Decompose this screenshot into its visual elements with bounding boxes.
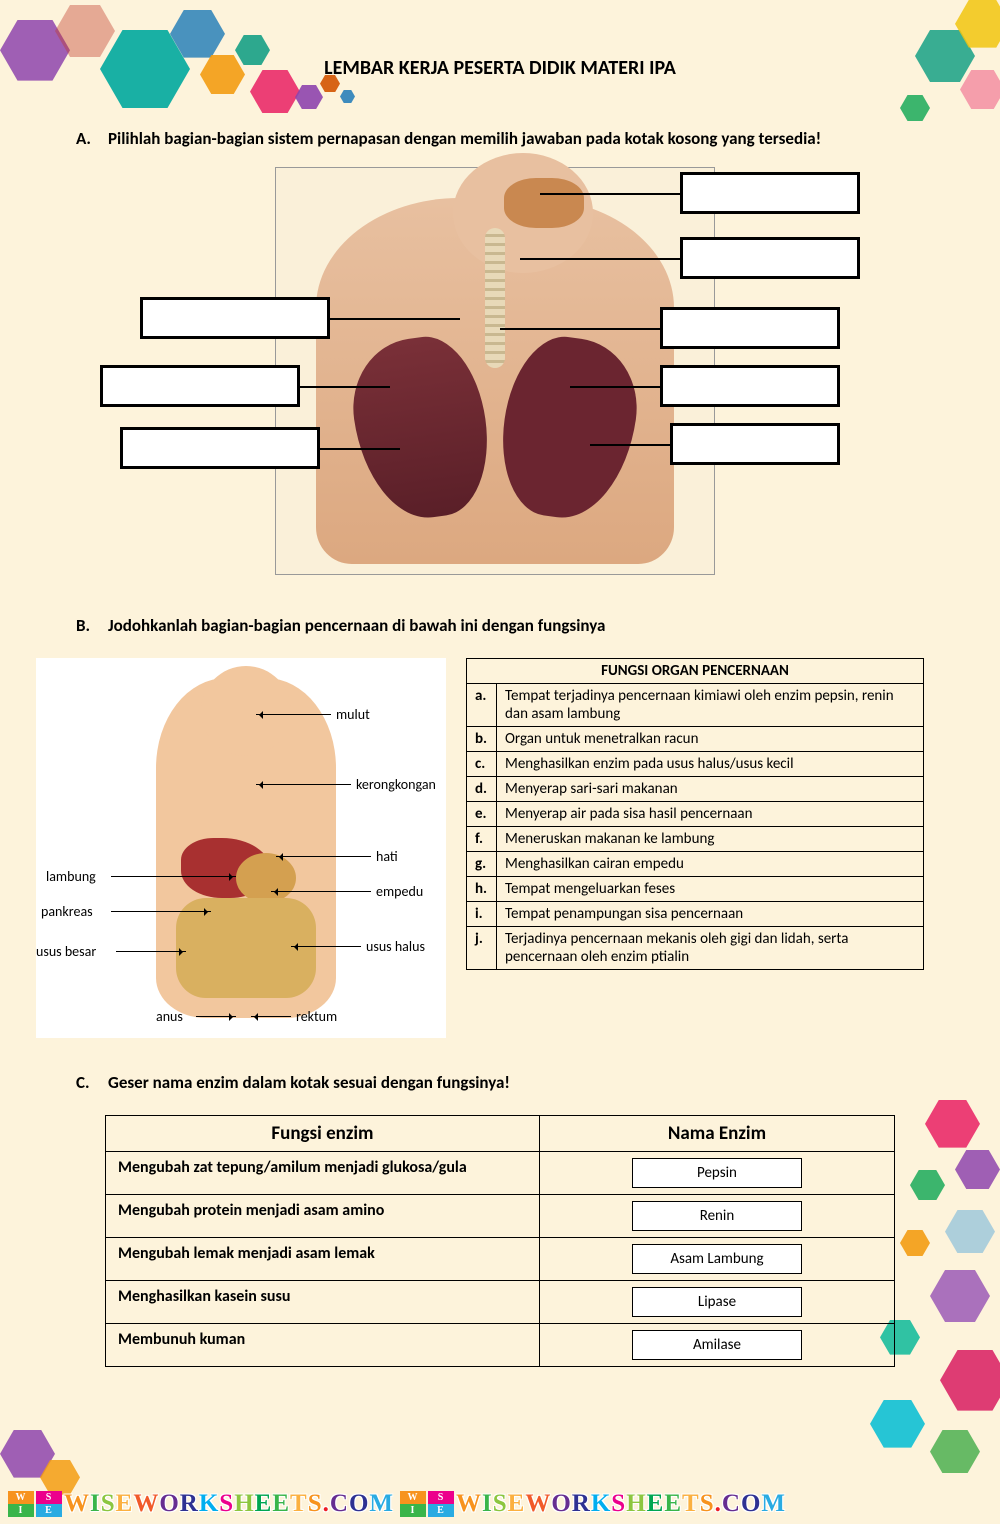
section-b-heading: B. Jodohkanlah bagian-bagian pencernaan … [76,615,924,636]
func-text: Organ untuk menetralkan racun [497,727,924,752]
enzyme-func: Mengubah protein menjadi asam amino [106,1195,540,1238]
func-text: Menyerap sari-sari makanan [497,777,924,802]
watermark: WISEWISEWORKSHEETS.COMWISEWISEWORKSHEETS… [0,1490,1000,1518]
label-empedu: empedu [376,883,423,900]
section-a-letter: A. [76,128,98,149]
enzyme-col-func: Fungsi enzim [106,1116,540,1152]
label-kerongkongan: kerongkongan [356,776,436,793]
section-c-letter: C. [76,1072,98,1093]
func-letter: d. [467,777,497,802]
enzyme-func: Mengubah lemak menjadi asam lemak [106,1238,540,1281]
respiratory-diagram [140,167,860,575]
enzyme-chip[interactable]: Renin [632,1201,802,1231]
func-text: Menghasilkan enzim pada usus halus/usus … [497,752,924,777]
func-letter: f. [467,827,497,852]
answer-box[interactable] [100,365,300,407]
enzyme-func: Membunuh kuman [106,1324,540,1367]
answer-box[interactable] [660,365,840,407]
label-anus: anus [156,1008,183,1025]
label-usus-halus: usus halus [366,938,425,955]
label-rektum: rektum [296,1008,337,1025]
func-text: Meneruskan makanan ke lambung [497,827,924,852]
function-table: FUNGSI ORGAN PENCERNAAN a.Tempat terjadi… [466,658,924,970]
func-letter: e. [467,802,497,827]
enzyme-func: Menghasilkan kasein susu [106,1281,540,1324]
label-usus-besar: usus besar [36,943,96,960]
func-text: Terjadinya pencernaan mekanis oleh gigi … [497,927,924,970]
enzyme-table: Fungsi enzim Nama Enzim Mengubah zat tep… [105,1115,895,1367]
section-c-heading: C. Geser nama enzim dalam kotak sesuai d… [76,1072,924,1093]
section-c-text: Geser nama enzim dalam kotak sesuai deng… [108,1072,510,1093]
func-text: Menyerap air pada sisa hasil pencernaan [497,802,924,827]
func-text: Tempat mengeluarkan feses [497,877,924,902]
func-table-header: FUNGSI ORGAN PENCERNAAN [467,659,924,684]
section-b-text: Jodohkanlah bagian-bagian pencernaan di … [108,615,924,636]
section-b-letter: B. [76,615,98,636]
func-text: Tempat penampungan sisa pencernaan [497,902,924,927]
enzyme-func: Mengubah zat tepung/amilum menjadi gluko… [106,1152,540,1195]
func-letter: a. [467,684,497,727]
func-letter: i. [467,902,497,927]
enzyme-chip[interactable]: Lipase [632,1287,802,1317]
label-lambung: lambung [46,868,96,885]
answer-box[interactable] [670,423,840,465]
answer-box[interactable] [660,307,840,349]
enzyme-chip[interactable]: Pepsin [632,1158,802,1188]
func-text: Menghasilkan cairan empedu [497,852,924,877]
enzyme-chip[interactable]: Asam Lambung [632,1244,802,1274]
section-a-heading: A. Pilihlah bagian-bagian sistem pernapa… [76,128,924,149]
section-a-text: Pilihlah bagian-bagian sistem pernapasan… [108,128,924,149]
func-letter: g. [467,852,497,877]
respiratory-image [275,167,715,575]
answer-box[interactable] [680,237,860,279]
func-letter: c. [467,752,497,777]
answer-box[interactable] [680,172,860,214]
enzyme-chip[interactable]: Amilase [632,1330,802,1360]
label-mulut: mulut [336,706,370,723]
label-pankreas: pankreas [41,903,93,920]
func-letter: b. [467,727,497,752]
answer-box[interactable] [120,427,320,469]
enzyme-col-name: Nama Enzim [539,1116,894,1152]
answer-box[interactable] [140,297,330,339]
label-hati: hati [376,848,398,865]
func-letter: h. [467,877,497,902]
page-title: LEMBAR KERJA PESERTA DIDIK MATERI IPA [0,0,1000,80]
func-text: Tempat terjadinya pencernaan kimiawi ole… [497,684,924,727]
func-letter: j. [467,927,497,970]
digestive-image: mulut kerongkongan hati empedu usus halu… [36,658,446,1038]
